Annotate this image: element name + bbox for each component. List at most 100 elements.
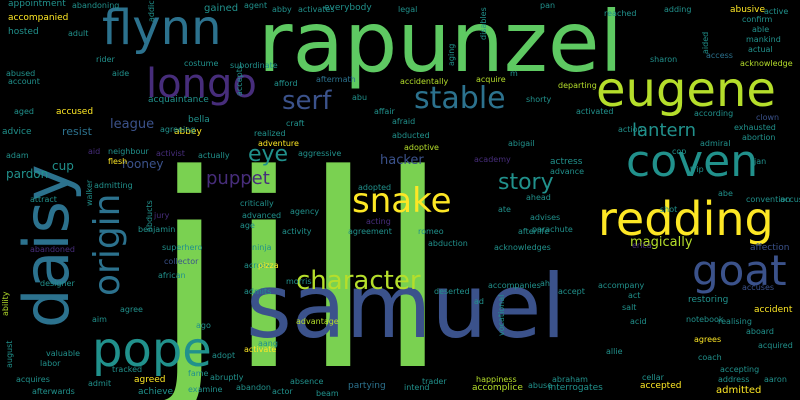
word-advantage: advantage <box>296 317 339 326</box>
word-acknowledges: acknowledges <box>494 243 551 252</box>
word-benjamin: benjamin <box>138 225 176 234</box>
word-collector: collector <box>164 257 199 266</box>
word-longo: longo <box>146 61 257 107</box>
word-actor: actor <box>272 387 293 396</box>
word-aid: aid <box>88 147 101 156</box>
word-stable: stable <box>414 81 506 116</box>
word-able: able <box>752 25 770 34</box>
word-jury: jury <box>154 211 170 220</box>
word-puppet: puppet <box>206 168 270 189</box>
word-fame: fame <box>188 369 209 378</box>
word-appointment: appointment <box>8 0 66 9</box>
word-agreed: agreed <box>134 375 166 385</box>
word-afterwards: afterwards <box>32 387 75 396</box>
word-admits: admits <box>244 287 272 296</box>
word-according: according <box>694 109 734 118</box>
word-abortion: abortion <box>742 133 776 142</box>
word-aftermath: aftermath <box>316 75 356 84</box>
word-academy: academy <box>474 155 511 164</box>
word-aboard: aboard <box>746 327 775 336</box>
word-accept: accept <box>558 287 585 296</box>
word-examine: examine <box>188 385 223 394</box>
word-gained: gained <box>204 3 239 14</box>
word-advanced: advanced <box>242 211 282 220</box>
word-eugene: eugene <box>596 62 776 118</box>
word-accuses: accuses <box>742 283 775 292</box>
word-shot: shot <box>660 205 678 214</box>
word-abbey: abbey <box>174 127 202 137</box>
word-admitted: admitted <box>716 385 762 396</box>
word-actress: actress <box>550 157 583 167</box>
word-ninja: ninja <box>252 243 272 252</box>
word-activated: activated <box>576 107 614 116</box>
word-adopt: adopt <box>212 351 236 360</box>
word-labor: labor <box>40 359 61 368</box>
word-clown: clown <box>756 113 780 122</box>
word-act: act <box>628 291 641 300</box>
word-admitting: admitting <box>94 181 133 190</box>
word-intend: intend <box>404 383 430 392</box>
word-adding: adding <box>664 5 692 14</box>
word-parachute: parachute <box>532 225 573 234</box>
word-morris: morris <box>286 277 312 286</box>
word-activity: activity <box>282 227 312 236</box>
word-romeo: romeo <box>418 227 444 236</box>
word-agreement: agreement <box>348 227 392 236</box>
word-accident: accident <box>754 305 793 315</box>
word-bella: bella <box>188 115 210 125</box>
word-superhero: superhero <box>162 243 203 252</box>
word-mankind: mankind <box>746 35 781 44</box>
word-abuse: abuse <box>528 381 553 390</box>
word-acquires: acquires <box>16 375 50 384</box>
word-story: story <box>498 170 554 195</box>
word-everybody: everybody <box>324 3 372 13</box>
word-realising: realising <box>718 317 752 326</box>
word-aaron: aaron <box>764 375 787 384</box>
word-afford: afford <box>274 79 298 88</box>
word-abused: abused <box>6 69 36 78</box>
word-achieve: achieve <box>138 387 174 397</box>
word-craft: craft <box>286 119 305 128</box>
word-partying: partying <box>348 381 386 391</box>
word-jan: jan <box>754 157 767 166</box>
word-access: access <box>706 51 733 60</box>
word-ahead: ahead <box>526 193 551 202</box>
word-pizza: pizza <box>258 261 279 270</box>
word-snake: snake <box>352 181 452 221</box>
word-accompanied: accompanied <box>8 13 69 23</box>
word-allie: allie <box>606 347 623 356</box>
word-samuel: samuel <box>246 255 566 358</box>
word-acquired: acquired <box>758 341 793 350</box>
word-abandon: abandon <box>236 383 271 392</box>
word-flynn: flynn <box>102 0 222 56</box>
word-neighbour: neighbour <box>108 147 149 156</box>
word-advance: advance <box>550 167 585 176</box>
word-interrogates: interrogates <box>548 383 603 393</box>
word-acid: acid <box>630 317 647 326</box>
word-aged: aged <box>14 107 34 116</box>
word-accused: accused <box>56 107 94 117</box>
word-advice: advice <box>2 127 32 137</box>
word-attract: attract <box>30 195 57 204</box>
word-accusing: accusing <box>780 195 800 204</box>
word-ate: ate <box>498 205 511 214</box>
word-serf: serf <box>282 86 332 116</box>
word-beam: beam <box>316 389 339 398</box>
word-exhausted: exhausted <box>734 123 776 132</box>
word-accepted: accepted <box>640 381 682 391</box>
word-rapunzel: rapunzel <box>258 0 623 91</box>
word-pan: pan <box>540 1 556 10</box>
word-flesh: flesh <box>108 157 128 166</box>
word-accompany: accompany <box>598 281 645 290</box>
word-afterlife: afterlife <box>518 227 550 236</box>
word-costume: costume <box>184 59 219 68</box>
word-abraham: abraham <box>552 375 588 384</box>
word-ad: ad <box>474 297 484 306</box>
word-ago: ago <box>196 321 211 330</box>
word-rooney: rooney <box>122 157 164 171</box>
word-acting: acting <box>366 217 391 226</box>
word-origin: origin <box>87 193 128 297</box>
word-sharon: sharon <box>650 55 678 64</box>
word-abandoning: abandoning <box>72 1 120 10</box>
word-activates: activates <box>298 5 335 14</box>
